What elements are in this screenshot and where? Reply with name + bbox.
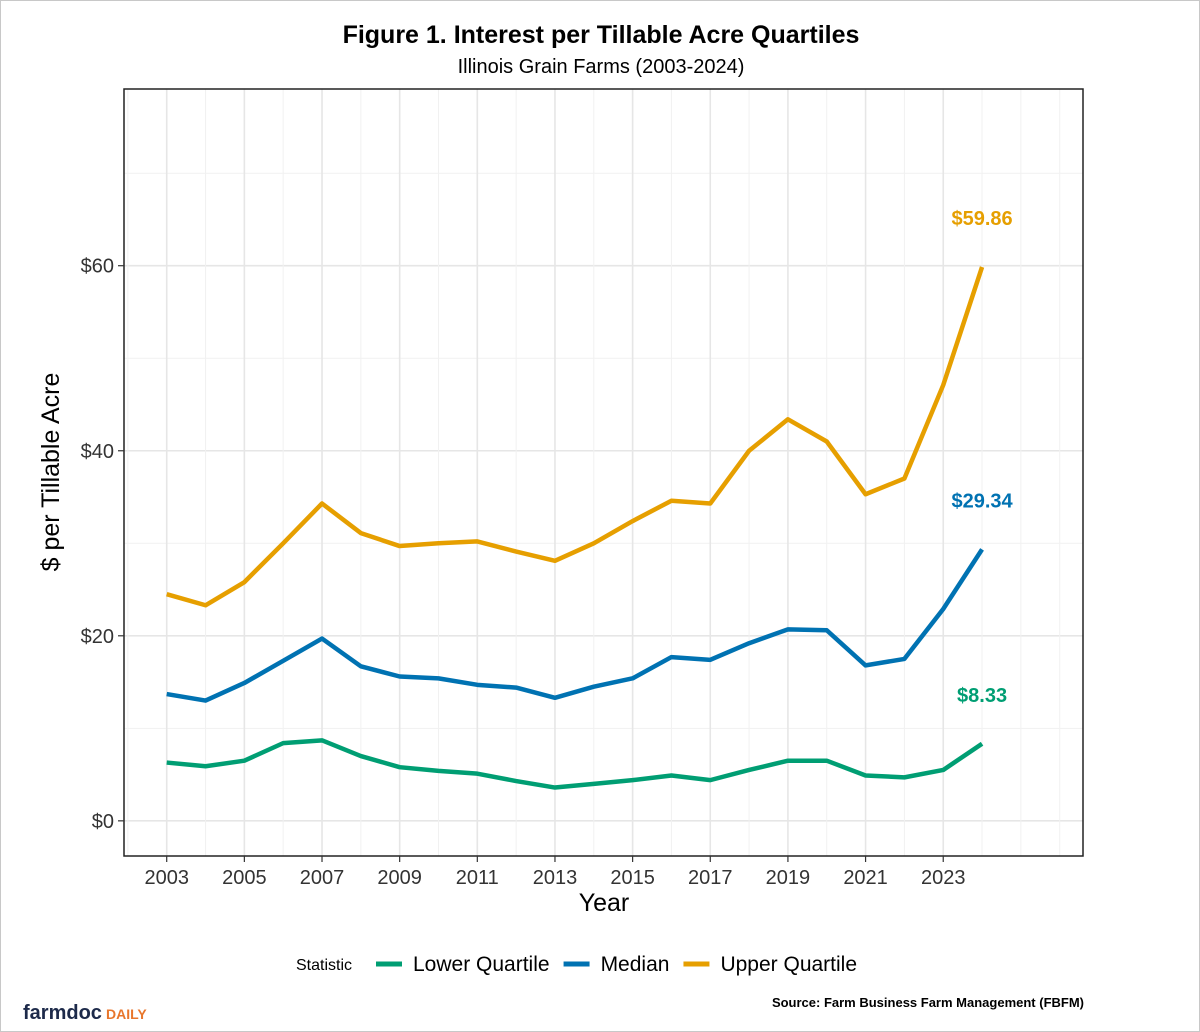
chart-subtitle: Illinois Grain Farms (2003-2024) [458, 56, 745, 78]
end-value-label: $59.86 [951, 208, 1012, 230]
legend-label: Median [601, 953, 670, 976]
end-value-label: $29.34 [951, 490, 1013, 512]
y-tick-label: $60 [81, 256, 114, 278]
farmdoc-daily-logo: farmdoc DAILY [23, 1002, 147, 1024]
x-tick-label: 2011 [456, 867, 499, 889]
series-line-upper-quartile [166, 266, 985, 608]
x-tick-label: 2017 [688, 867, 733, 889]
x-tick-label: 2005 [222, 867, 267, 889]
x-tick-label: 2003 [144, 867, 189, 889]
chart-title: Figure 1. Interest per Tillable Acre Qua… [343, 21, 860, 49]
x-tick-label: 2007 [300, 867, 345, 889]
x-axis-label: Year [579, 889, 630, 917]
x-tick-label: 2009 [377, 867, 422, 889]
y-tick-label: $0 [92, 811, 114, 833]
gridlines [124, 89, 1083, 856]
legend-label: Upper Quartile [720, 953, 857, 976]
y-tick-label: $20 [81, 626, 114, 648]
end-value-label: $8.33 [957, 685, 1007, 707]
y-tick-label: $40 [81, 441, 114, 463]
x-tick-label: 2021 [843, 867, 888, 889]
x-tick-label: 2015 [610, 867, 655, 889]
logo-text-daily: DAILY [106, 1006, 147, 1022]
legend: Statistic Lower Quartile Median Upper Quar… [296, 953, 857, 976]
y-axis-label: $ per Tillable Acre [37, 373, 65, 572]
x-tick-label: 2019 [766, 867, 811, 889]
x-tick-label: 2013 [533, 867, 578, 889]
y-axis: $0 $20 $40 $60 [81, 256, 124, 833]
plot-border [123, 88, 1084, 857]
series-lines [166, 266, 985, 790]
x-tick-label: 2023 [921, 867, 966, 889]
series-line-lower-quartile [166, 738, 984, 790]
end-labels: $8.33 $29.34 $59.86 [951, 208, 1013, 707]
source-note: Source: Farm Business Farm Management (F… [772, 995, 1084, 1010]
legend-label: Lower Quartile [413, 953, 550, 976]
logo-text-farmdoc: farmdoc [23, 1002, 102, 1024]
x-axis: 2003 2005 2007 2009 2011 2013 2015 2017 2019 2021… [144, 856, 965, 889]
legend-title: Statistic [296, 957, 352, 974]
series-line-median [166, 548, 984, 703]
